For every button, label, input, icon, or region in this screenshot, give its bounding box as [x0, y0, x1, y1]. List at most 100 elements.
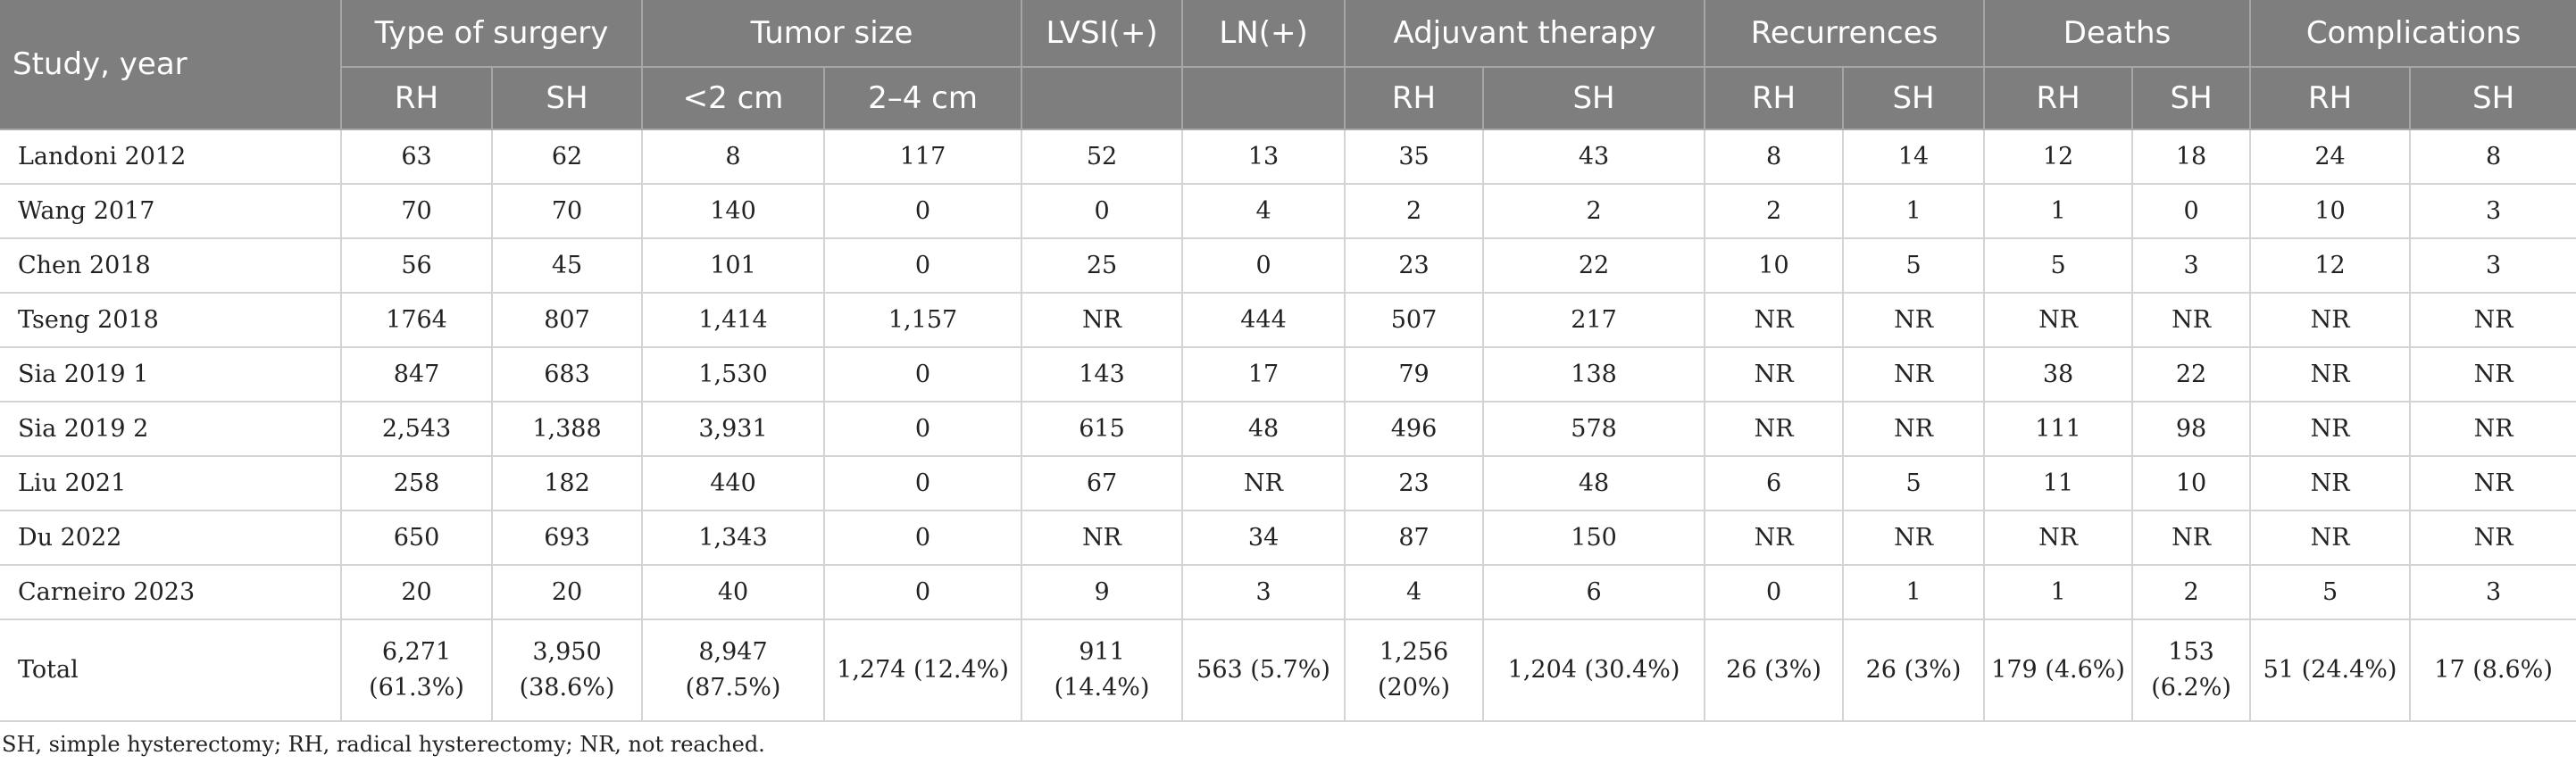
table-footnote: SH, simple hysterectomy; RH, radical hys…	[2, 732, 765, 757]
table-cell: 12	[2250, 238, 2412, 294]
table-cell: 87	[1345, 511, 1485, 566]
study-cell: Sia 2019 1	[0, 347, 342, 403]
table-cell: 17	[1182, 347, 1346, 403]
table-cell: 217	[1483, 293, 1706, 348]
table-cell: 258	[341, 456, 493, 511]
table-cell: NR	[2132, 293, 2252, 348]
table-cell: 101	[642, 238, 826, 294]
table-cell: 2	[2132, 565, 2252, 620]
table-cell: NR	[2410, 456, 2576, 511]
table-cell: 51 (24.4%)	[2250, 619, 2412, 722]
table-row: Chen 2018 56 45 101 0 25 0 23 22 10 5 5 3 12 3	[0, 238, 2576, 294]
table-cell: 67	[1021, 456, 1184, 511]
table-cell: 24	[2250, 129, 2412, 185]
subheader-tumor-large: 2–4 cm	[824, 67, 1023, 130]
table-cell: 6	[1483, 565, 1706, 620]
table-cell: NR	[1984, 293, 2134, 348]
table-container: Study, year Type of surgery Tumor size L…	[0, 0, 2576, 722]
table-cell: 5	[1843, 456, 1986, 511]
table-row: Tseng 2018 1764 807 1,414 1,157 NR 444 507 217 NR…	[0, 293, 2576, 348]
table-cell: 143	[1021, 347, 1184, 403]
table-cell: 2	[1705, 184, 1845, 239]
table-cell: NR	[1843, 347, 1986, 403]
table-cell: 45	[492, 238, 644, 294]
study-cell: Sia 2019 2	[0, 402, 342, 457]
table-cell: 10	[1705, 238, 1845, 294]
table-cell: 9	[1021, 565, 1184, 620]
table-cell: NR	[2410, 347, 2576, 403]
table-cell: 3,950 (38.6%)	[492, 619, 644, 722]
table-cell: 52	[1021, 129, 1184, 185]
table-cell: 8	[642, 129, 826, 185]
table-cell: 43	[1483, 129, 1706, 185]
table-cell: 35	[1345, 129, 1485, 185]
study-cell: Liu 2021	[0, 456, 342, 511]
table-cell: 14	[1843, 129, 1986, 185]
table-cell: 1,274 (12.4%)	[824, 619, 1023, 722]
table-cell: 138	[1483, 347, 1706, 403]
header-surgery: Type of surgery	[341, 0, 644, 68]
table-cell: 615	[1021, 402, 1184, 457]
table-cell: 507	[1345, 293, 1485, 348]
table-cell: 17 (8.6%)	[2410, 619, 2576, 722]
table-cell: NR	[1984, 511, 2134, 566]
subheader-complications-sh: SH	[2410, 67, 2576, 130]
table-row: Sia 2019 2 2,543 1,388 3,931 0 615 48 496 578 NR N…	[0, 402, 2576, 457]
table-cell: 153 (6.2%)	[2132, 619, 2252, 722]
table-cell: 18	[2132, 129, 2252, 185]
table-cell: 48	[1483, 456, 1706, 511]
table-cell: 1,256 (20%)	[1345, 619, 1485, 722]
table-cell: NR	[1705, 402, 1845, 457]
table-cell: 3	[2132, 238, 2252, 294]
table-cell: 8	[2410, 129, 2576, 185]
table-cell: 22	[2132, 347, 2252, 403]
table-cell: 847	[341, 347, 493, 403]
table-cell: 1,414	[642, 293, 826, 348]
table-cell: 563 (5.7%)	[1182, 619, 1346, 722]
table-cell: 182	[492, 456, 644, 511]
table-cell: NR	[1843, 511, 1986, 566]
table-cell: 0	[1705, 565, 1845, 620]
table-cell: 650	[341, 511, 493, 566]
table-cell: 98	[2132, 402, 2252, 457]
header-deaths: Deaths	[1984, 0, 2252, 68]
table-cell: 22	[1483, 238, 1706, 294]
table-cell: 140	[642, 184, 826, 239]
table-cell: 496	[1345, 402, 1485, 457]
table-cell: 26 (3%)	[1705, 619, 1845, 722]
table-cell: NR	[1843, 402, 1986, 457]
table-cell: 1	[1843, 565, 1986, 620]
table-cell: 0	[1182, 238, 1346, 294]
table-cell: 3	[2410, 565, 2576, 620]
table-cell: 20	[341, 565, 493, 620]
subheader-tumor-small: <2 cm	[642, 67, 826, 130]
table-cell: NR	[2410, 511, 2576, 566]
table-cell: 911 (14.4%)	[1021, 619, 1184, 722]
table-cell: 3	[2410, 238, 2576, 294]
table-cell: 11	[1984, 456, 2134, 511]
table-cell: 0	[1021, 184, 1184, 239]
table-cell: 2	[1345, 184, 1485, 239]
table-row: Sia 2019 1 847 683 1,530 0 143 17 79 138 NR NR 38 22…	[0, 347, 2576, 403]
table-cell: NR	[1705, 347, 1845, 403]
table-cell: 8,947 (87.5%)	[642, 619, 826, 722]
subheader-adjuvant-rh: RH	[1345, 67, 1485, 130]
table-cell: 1,157	[824, 293, 1023, 348]
table-cell: 693	[492, 511, 644, 566]
table-cell: 0	[2132, 184, 2252, 239]
header-complications: Complications	[2250, 0, 2576, 68]
table-cell: 1,530	[642, 347, 826, 403]
table-cell: 0	[824, 402, 1023, 457]
table-cell: NR	[1182, 456, 1346, 511]
table-cell: 578	[1483, 402, 1706, 457]
table-cell: 1	[1843, 184, 1986, 239]
subheader-recurrences-sh: SH	[1843, 67, 1986, 130]
table-cell: 63	[341, 129, 493, 185]
table-row: Carneiro 2023 20 20 40 0 9 3 4 6 0 1 1 2 5 3	[0, 565, 2576, 620]
header-adjuvant: Adjuvant therapy	[1345, 0, 1706, 68]
subheader-recurrences-rh: RH	[1705, 67, 1845, 130]
table-cell: 1,204 (30.4%)	[1483, 619, 1706, 722]
table-cell: NR	[2410, 293, 2576, 348]
table-cell: 38	[1984, 347, 2134, 403]
subheader-complications-rh: RH	[2250, 67, 2412, 130]
